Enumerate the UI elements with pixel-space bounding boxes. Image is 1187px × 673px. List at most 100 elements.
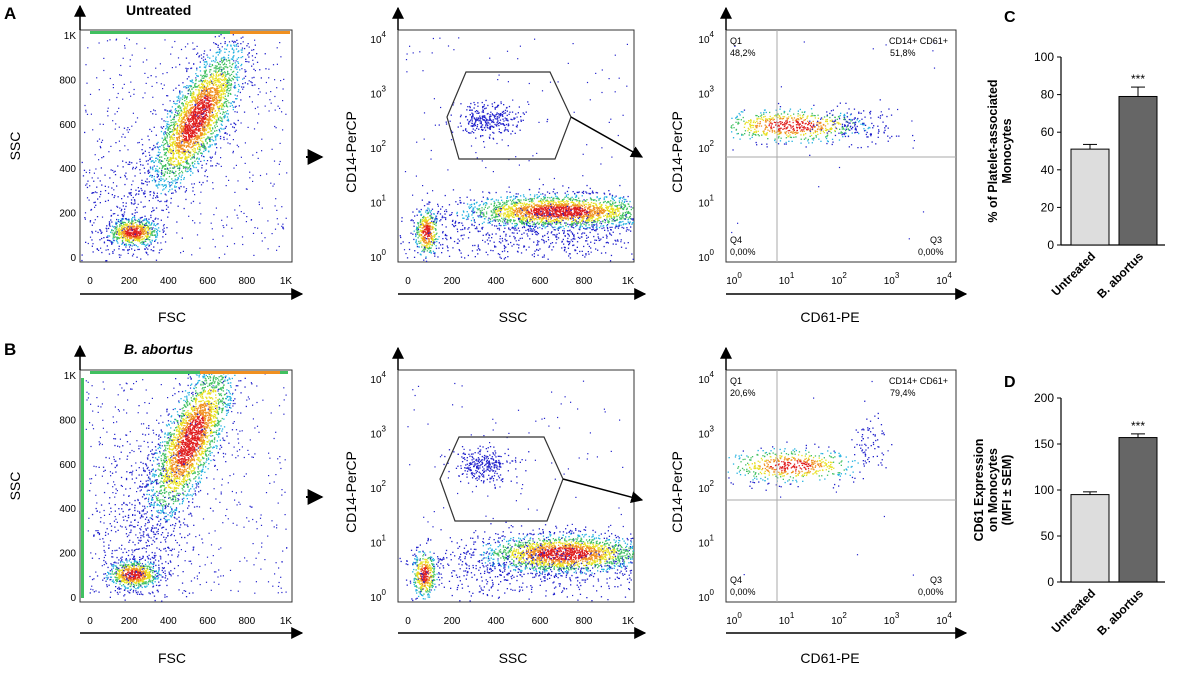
x-tick-label: 104 <box>936 611 952 627</box>
y-tick-label: 104 <box>370 30 386 46</box>
x-tick-label: 100 <box>726 611 742 627</box>
y-axis-label-line: % of Platelet-associated <box>986 79 1000 222</box>
y-tick-label: 100 <box>370 588 386 604</box>
y-tick-label: 400 <box>59 164 76 175</box>
plot-a2-ssc-cd14: 0 200 400 600 800 1K 100 101 102 103 104 SSC CD14… <box>343 6 647 325</box>
x-tick-labels: 0 200 400 600 800 1K <box>87 276 292 287</box>
y-tick-label: 100 <box>1034 483 1054 497</box>
x-tick-label: 0 <box>405 616 411 627</box>
y-tick-label: 102 <box>698 139 714 155</box>
x-axis-label: SSC <box>499 309 528 325</box>
x-tick-label: 600 <box>199 616 216 627</box>
y-tick-label: 104 <box>698 30 714 46</box>
scatter-dots <box>81 31 290 262</box>
scatter-dots <box>730 41 936 240</box>
y-tick-labels: 100 101 102 103 104 <box>698 30 714 264</box>
x-tick-labels: 0 200 400 600 800 1K <box>87 616 292 627</box>
y-tick-label: 600 <box>59 120 76 131</box>
x-tick-label: 103 <box>884 271 900 287</box>
y-tick-label: 103 <box>698 85 714 101</box>
significance-marker: *** <box>1131 72 1145 86</box>
bar <box>1118 95 1158 246</box>
panel-letter-c: C <box>1004 9 1016 26</box>
y-tick-label: 100 <box>698 248 714 264</box>
x-tick-label: 600 <box>199 276 216 287</box>
quadrant-q2-value: 79,4% <box>890 388 916 398</box>
y-tick-label: 100 <box>1034 50 1054 64</box>
bar-chart-d: CD61 Expression on Monocytes (MFI ± SEM) 0… <box>972 391 1165 638</box>
x-axis-label: FSC <box>158 309 186 325</box>
y-axis-label-line: CD61 Expression <box>972 439 986 542</box>
x-tick-label: 800 <box>238 276 255 287</box>
y-tick-label: 104 <box>370 370 386 386</box>
x-tick-label: 800 <box>576 276 593 287</box>
x-tick-label: 600 <box>532 276 549 287</box>
x-tick-label: 0 <box>87 276 93 287</box>
plot-a3-cd61-cd14: Q1 48,2% CD14+ CD61+ 51,8% Q4 0,00% Q3 0… <box>669 6 968 325</box>
plot-frame <box>397 29 635 263</box>
y-axis-label: CD61 Expression on Monocytes (MFI ± SEM) <box>972 439 1014 542</box>
x-tick-label: 103 <box>884 611 900 627</box>
panel-letter-d: D <box>1004 374 1016 391</box>
bar <box>1070 494 1110 583</box>
y-tick-label: 80 <box>1041 88 1055 102</box>
gate-arrow <box>570 116 644 158</box>
x-tick-label: B. abortus <box>1094 249 1146 301</box>
x-tick-label: 101 <box>779 611 795 627</box>
y-tick-label: 100 <box>698 588 714 604</box>
quadrant-q4-name: Q4 <box>730 575 742 585</box>
plot-frame <box>79 369 293 603</box>
y-tick-label: 1K <box>64 31 77 42</box>
y-tick-label: 60 <box>1041 125 1055 139</box>
y-tick-label: 0 <box>70 253 76 264</box>
quadrant-q3-value: 0,00% <box>918 247 944 257</box>
x-tick-label: 600 <box>532 616 549 627</box>
quadrant-q4-value: 0,00% <box>730 247 756 257</box>
row-title-untreated: Untreated <box>126 2 191 18</box>
saturation-streak <box>81 378 84 598</box>
y-tick-label: 102 <box>698 479 714 495</box>
y-tick-label: 40 <box>1041 163 1055 177</box>
x-tick-label: 1K <box>622 276 635 287</box>
plot-a1-fsc-ssc: 0 200 400 600 800 1K 0 200 400 600 800 1K FSC SSC <box>7 4 304 325</box>
y-axis-label-line: on Monocytes <box>986 448 1000 532</box>
y-tick-label: 200 <box>59 209 76 220</box>
y-tick-label: 101 <box>370 194 386 210</box>
y-tick-label: 0 <box>1047 575 1054 589</box>
x-tick-label: Untreated <box>1049 586 1099 636</box>
quadrant-q2-value: 51,8% <box>890 48 916 58</box>
x-tick-label: 400 <box>160 276 177 287</box>
x-tick-label: B. abortus <box>1094 586 1146 638</box>
x-tick-label: Untreated <box>1049 249 1099 299</box>
x-tick-label: 1K <box>280 276 293 287</box>
x-tick-label: 200 <box>121 616 138 627</box>
x-tick-label: 400 <box>160 616 177 627</box>
quadrant-q4-value: 0,00% <box>730 587 756 597</box>
plot-frame <box>79 29 293 263</box>
plot-b2-ssc-cd14: 0 200 400 600 800 1K 100 101 102 103 104 SSC CD14… <box>343 346 647 666</box>
saturation-streak <box>90 31 288 34</box>
y-tick-label: 50 <box>1041 529 1055 543</box>
x-tick-labels: 100 101 102 103 104 <box>726 611 952 627</box>
quadrant-q1-value: 48,2% <box>730 48 756 58</box>
y-tick-label: 0 <box>70 593 76 604</box>
row-title-babortus: B. abortus <box>124 341 193 357</box>
y-tick-labels: 100 101 102 103 104 <box>370 370 386 604</box>
plot-b3-cd61-cd14: Q1 20,6% CD14+ CD61+ 79,4% Q4 0,00% Q3 0… <box>669 346 968 666</box>
y-tick-label: 600 <box>59 460 76 471</box>
plot-frame <box>397 369 635 603</box>
saturation-streak <box>230 31 290 34</box>
bar <box>1118 437 1158 583</box>
y-tick-labels: 0 200 400 600 800 1K <box>59 371 76 604</box>
y-tick-label: 103 <box>370 85 386 101</box>
y-tick-labels: 100 101 102 103 104 <box>370 30 386 264</box>
y-tick-label: 0 <box>1047 238 1054 252</box>
y-axis-label: CD14-PerCP <box>669 111 685 193</box>
y-axis-label: CD14-PerCP <box>343 451 359 533</box>
y-axis-label: % of Platelet-associated Monocytes <box>986 79 1014 222</box>
plot-area: 0 50 100 150 200 Untreated *** B. abortus <box>1034 391 1165 638</box>
y-tick-label: 104 <box>698 370 714 386</box>
y-tick-label: 400 <box>59 504 76 515</box>
x-tick-label: 800 <box>576 616 593 627</box>
